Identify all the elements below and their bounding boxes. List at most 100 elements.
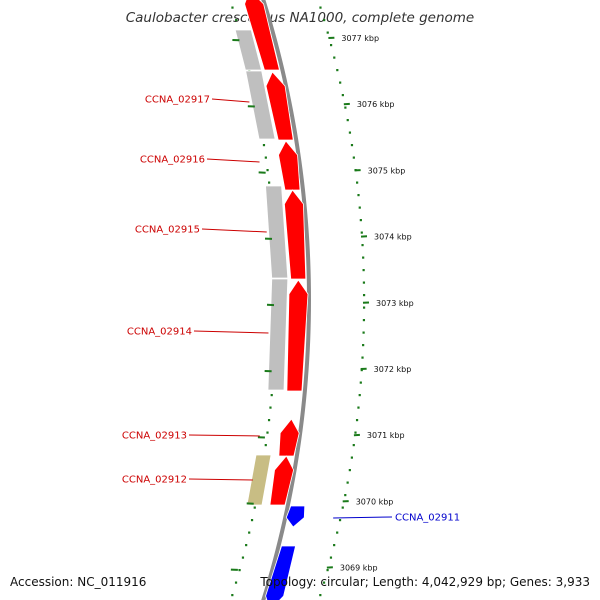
scale-dot — [362, 281, 366, 284]
outer-scale-dots — [319, 6, 366, 597]
cds-arrow-ccna-02915 — [284, 189, 307, 280]
scale-dot — [352, 156, 355, 159]
leader-line-ccna-02911 — [333, 516, 393, 519]
scale-ticks: 3077 kbp 3076 kbp 3075 kbp 3074 kbp 3073 kbp… — [230, 34, 414, 573]
scale-tick-label: 3072 kbp — [374, 365, 412, 374]
cds-arrow-ccna-02912 — [269, 455, 295, 506]
scale-dot — [357, 194, 360, 197]
scale-dot — [339, 81, 342, 84]
scale-dot — [319, 594, 322, 597]
scale-dot — [238, 569, 241, 572]
scale-tick-label: 3069 kbp — [340, 564, 378, 573]
scale-dot — [323, 19, 326, 22]
scale-dot — [361, 244, 364, 247]
scale-tick-label: 3074 kbp — [374, 233, 412, 242]
scale-dot — [336, 531, 339, 534]
scale-dot — [358, 394, 361, 397]
gene-label-ccna-02912: CCNA_02912 — [122, 475, 187, 486]
genome-backbone — [261, 0, 312, 600]
leader-line-ccna-02914 — [193, 330, 269, 334]
gene-label-ccna-02911: CCNA_02911 — [395, 513, 460, 524]
scale-dot — [266, 431, 269, 434]
scale-dot — [362, 256, 365, 259]
other-feature-block — [234, 29, 262, 71]
gene-labels: CCNA_02917 CCNA_02916 CCNA_02915 CCNA_02914… — [122, 95, 460, 524]
scale-dot — [361, 356, 364, 359]
other-feature-block — [245, 70, 276, 140]
gene-label-ccna-02914: CCNA_02914 — [127, 327, 192, 338]
cds-arrow-ccna-02914 — [286, 279, 309, 392]
scale-dot — [336, 69, 339, 72]
scale-dot — [231, 594, 234, 597]
scale-tick-label: 3071 kbp — [367, 431, 405, 440]
scale-tick-label: 3075 kbp — [368, 166, 406, 175]
scale-dot — [356, 181, 359, 184]
scale-dot — [250, 519, 254, 522]
scale-dot — [266, 169, 269, 172]
scale-dot — [362, 344, 365, 347]
scale-dot — [358, 206, 361, 209]
scale-dot — [338, 519, 342, 522]
scale-dot — [326, 31, 329, 34]
scale-dot — [344, 494, 347, 497]
scale-dot — [359, 381, 362, 384]
scale-dot — [319, 6, 322, 9]
scale-dot — [248, 531, 251, 534]
cds-arrow-ccna-02911 — [285, 505, 306, 528]
scale-dot — [359, 219, 362, 222]
scale-dot — [348, 131, 352, 134]
scale-dot — [267, 419, 271, 422]
reverse-cds-arrow — [265, 545, 297, 600]
scale-dot — [350, 144, 354, 147]
scale-dot — [362, 306, 366, 309]
scale-dot — [360, 231, 363, 234]
scale-dot — [241, 556, 245, 559]
scale-dot — [357, 406, 360, 409]
scale-dot — [253, 506, 256, 509]
scale-dot — [344, 106, 347, 109]
leader-line-ccna-02912 — [188, 478, 253, 481]
scale-dot — [329, 44, 333, 47]
scale-tick-label: 3076 kbp — [357, 100, 395, 109]
scale-dot — [329, 556, 333, 559]
scale-dot — [262, 144, 266, 147]
scale-dot — [245, 544, 248, 547]
scale-dot — [333, 56, 336, 59]
scale-dot — [352, 444, 355, 447]
scale-tick-label: 3073 kbp — [376, 299, 414, 308]
scale-dot — [350, 456, 353, 459]
scale-dot — [231, 6, 234, 9]
genome-stats-text: Topology: circular; Length: 4,042,929 bp… — [260, 575, 590, 589]
scale-dot — [362, 269, 365, 272]
leader-line-ccna-02916 — [206, 158, 260, 163]
map-title: Caulobacter crescentus NA1000, complete … — [125, 10, 475, 26]
scale-dot — [322, 581, 326, 584]
rna-feature-block — [246, 454, 272, 506]
scale-dot — [362, 294, 366, 297]
scale-dot — [270, 394, 273, 397]
scale-dot — [234, 581, 238, 584]
scale-dot — [269, 406, 272, 409]
scale-dot — [264, 444, 267, 447]
scale-tick-label: 3070 kbp — [356, 497, 394, 506]
gene-label-ccna-02916: CCNA_02916 — [140, 155, 205, 166]
gene-label-ccna-02917: CCNA_02917 — [145, 95, 210, 106]
scale-dot — [326, 569, 329, 572]
scale-dot — [268, 181, 271, 184]
forward-cds-arrow — [244, 0, 280, 71]
scale-dot — [341, 94, 344, 97]
leader-line-ccna-02913 — [188, 434, 260, 437]
leader-line-ccna-02917 — [211, 98, 250, 103]
other-feature-block — [265, 185, 289, 279]
scale-dot — [264, 156, 267, 159]
scale-tick-label: 3077 kbp — [341, 34, 379, 43]
accession-text: Accession: NC_011916 — [10, 575, 147, 589]
other-feature-block — [267, 278, 289, 391]
scale-dot — [362, 331, 365, 334]
cds-arrow-ccna-02917 — [265, 71, 294, 141]
scale-dot — [354, 431, 357, 434]
scale-dot — [355, 419, 359, 422]
gene-label-ccna-02913: CCNA_02913 — [122, 431, 187, 442]
scale-dot — [235, 19, 238, 22]
scale-dot — [333, 544, 336, 547]
